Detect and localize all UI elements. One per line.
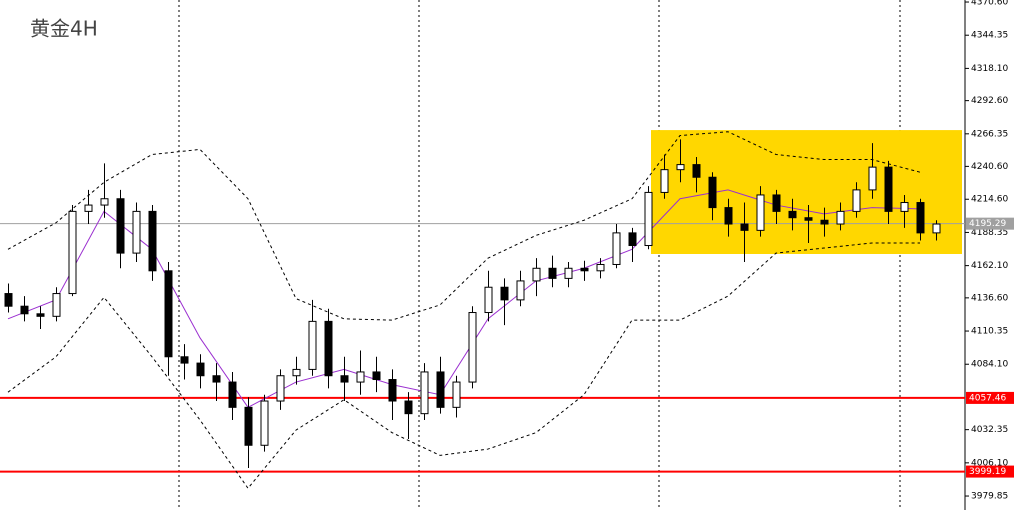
y-tick-label: 4214.60 xyxy=(971,195,1008,205)
candle-body xyxy=(836,210,845,225)
candle-body xyxy=(596,263,605,272)
price-label-box xyxy=(966,217,1014,230)
y-tick-label: 4032.35 xyxy=(971,425,1008,435)
indicator-line xyxy=(7,131,921,321)
candle-body xyxy=(4,293,13,307)
candle-body xyxy=(20,305,29,315)
candle-body xyxy=(756,194,765,231)
price-label: 3999.19 xyxy=(969,467,1006,477)
y-tick-label: 4292.60 xyxy=(971,96,1008,106)
candle-body xyxy=(340,375,349,383)
y-tick-label: 4084.10 xyxy=(971,360,1008,370)
candle-body xyxy=(900,202,909,212)
candle-body xyxy=(852,189,861,212)
y-tick-label: 4240.60 xyxy=(971,162,1008,172)
price-label: 4195.29 xyxy=(969,219,1006,229)
candle-body xyxy=(388,379,397,402)
time-separators xyxy=(178,0,901,510)
price-label-box xyxy=(966,465,1014,478)
candle-body xyxy=(772,194,781,212)
y-tick-label: 3979.85 xyxy=(971,492,1008,502)
candle-body xyxy=(52,293,61,317)
candle-body xyxy=(292,368,301,377)
y-tick-label: 4006.10 xyxy=(971,458,1008,468)
candle-body xyxy=(404,400,413,415)
candle-body xyxy=(436,371,445,408)
y-tick-label: 4110.35 xyxy=(971,327,1008,337)
candle-body xyxy=(196,362,205,377)
candle-body xyxy=(356,371,365,383)
candle-body xyxy=(516,280,525,301)
candle-body xyxy=(708,176,717,209)
candle-body xyxy=(692,164,701,178)
candle-body xyxy=(420,371,429,415)
price-label-box xyxy=(966,391,1014,404)
candle-body xyxy=(132,210,141,254)
candle-body xyxy=(532,267,541,282)
candle-body xyxy=(324,320,333,377)
candle-body xyxy=(884,166,893,212)
candle-body xyxy=(228,381,237,408)
candle-body xyxy=(676,164,685,171)
candle-body xyxy=(116,198,125,254)
zone xyxy=(651,130,962,254)
candle-body xyxy=(452,381,461,408)
candle-body xyxy=(68,210,77,295)
candle-body xyxy=(580,267,589,272)
candle-body xyxy=(548,267,557,279)
y-tick-label: 4266.35 xyxy=(971,129,1008,139)
candle-body xyxy=(468,312,477,383)
y-tick-label: 4344.35 xyxy=(971,31,1008,41)
candle-body xyxy=(148,210,157,272)
candle-body xyxy=(644,191,653,247)
y-tick-label: 4188.35 xyxy=(971,228,1008,238)
candle-body xyxy=(564,267,573,279)
candle-body xyxy=(724,207,733,225)
candle-body xyxy=(164,270,173,358)
chart-title: 黄金4H xyxy=(30,17,98,41)
candle-body xyxy=(932,223,941,234)
indicator-line xyxy=(7,242,920,490)
candle-body xyxy=(628,232,637,247)
candle-body xyxy=(804,217,813,221)
candle-body xyxy=(916,202,925,234)
candle-body xyxy=(612,232,621,265)
candle-body xyxy=(788,210,797,219)
candle-body xyxy=(260,400,269,446)
candle-body xyxy=(660,169,669,193)
candle-body xyxy=(740,223,749,231)
indicator-line xyxy=(7,189,921,408)
candle-body xyxy=(484,286,493,314)
candle-body xyxy=(212,375,221,383)
candle-body xyxy=(276,375,285,402)
candle-body xyxy=(100,198,109,206)
candle-body xyxy=(308,320,317,370)
y-tick-label: 4136.60 xyxy=(971,293,1008,303)
candle-body xyxy=(84,204,93,212)
candle-body xyxy=(868,166,877,191)
price-label: 4057.46 xyxy=(969,393,1006,403)
y-tick-label: 4318.10 xyxy=(971,64,1008,74)
y-tick-label: 4162.10 xyxy=(971,261,1008,271)
y-tick-label: 4370.60 xyxy=(971,0,1008,8)
candle-body xyxy=(820,219,829,225)
candle-body xyxy=(244,406,253,446)
candle-body xyxy=(500,286,509,301)
candle-body xyxy=(372,371,381,381)
candle-body xyxy=(36,313,45,317)
candle-body xyxy=(180,356,189,364)
